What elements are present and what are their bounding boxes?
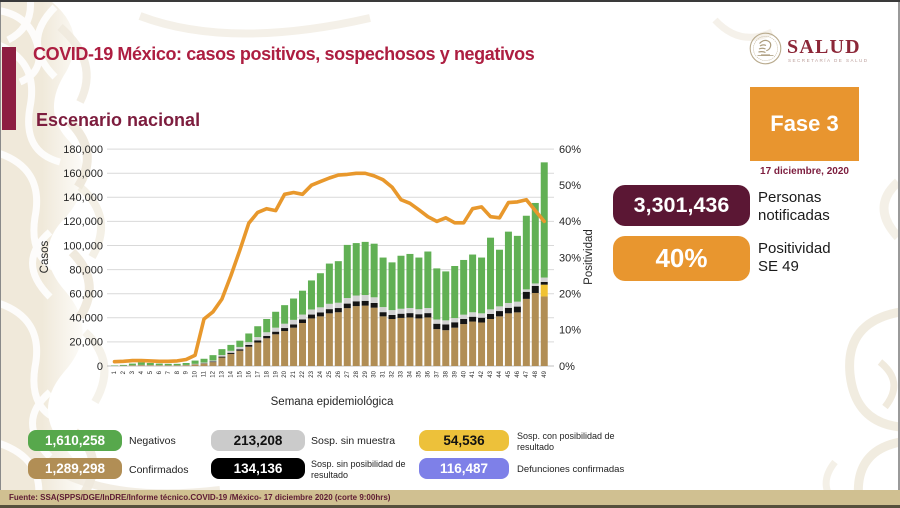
svg-text:10%: 10% (559, 325, 581, 337)
svg-text:25: 25 (327, 370, 333, 377)
svg-text:30%: 30% (559, 252, 581, 264)
svg-text:20,000: 20,000 (69, 337, 103, 349)
svg-text:44: 44 (497, 370, 503, 377)
svg-text:41: 41 (470, 370, 476, 377)
svg-text:3: 3 (130, 370, 136, 374)
svg-text:20%: 20% (559, 289, 581, 301)
svg-text:7: 7 (166, 370, 172, 374)
svg-text:40%: 40% (559, 216, 581, 228)
svg-text:24: 24 (318, 370, 324, 377)
svg-text:Semana epidemiológica: Semana epidemiológica (271, 396, 394, 408)
svg-text:28: 28 (354, 370, 360, 377)
svg-text:6: 6 (157, 370, 163, 374)
svg-text:0%: 0% (559, 361, 575, 373)
svg-text:10: 10 (193, 370, 199, 377)
svg-text:80,000: 80,000 (69, 264, 103, 276)
svg-text:13: 13 (219, 370, 225, 377)
svg-text:39: 39 (452, 370, 458, 377)
svg-text:40: 40 (461, 370, 467, 377)
svg-text:8: 8 (175, 370, 181, 374)
svg-text:60%: 60% (559, 144, 581, 156)
svg-text:27: 27 (345, 370, 351, 377)
svg-text:160,000: 160,000 (63, 168, 103, 180)
svg-text:4: 4 (139, 370, 145, 374)
svg-text:Positividad: Positividad (583, 229, 595, 285)
svg-text:31: 31 (381, 370, 387, 377)
svg-text:22: 22 (300, 370, 306, 377)
svg-text:30: 30 (372, 370, 378, 377)
svg-text:17: 17 (255, 370, 261, 377)
svg-text:12: 12 (211, 370, 217, 377)
svg-text:47: 47 (524, 370, 530, 377)
svg-text:18: 18 (264, 370, 270, 377)
svg-text:37: 37 (434, 370, 440, 377)
svg-text:1: 1 (112, 370, 118, 374)
svg-text:5: 5 (148, 370, 154, 374)
svg-text:14: 14 (228, 370, 234, 377)
svg-text:0: 0 (97, 361, 103, 373)
svg-text:Casos: Casos (39, 240, 51, 273)
svg-text:20: 20 (282, 370, 288, 377)
svg-text:16: 16 (246, 370, 252, 377)
svg-text:9: 9 (184, 370, 190, 374)
svg-text:36: 36 (425, 370, 431, 377)
svg-text:33: 33 (399, 370, 405, 377)
svg-text:32: 32 (390, 370, 396, 377)
svg-text:48: 48 (533, 370, 539, 377)
svg-text:29: 29 (363, 370, 369, 377)
svg-text:15: 15 (237, 370, 243, 377)
svg-text:50%: 50% (559, 180, 581, 192)
svg-text:60,000: 60,000 (69, 289, 103, 301)
svg-text:45: 45 (506, 370, 512, 377)
svg-text:120,000: 120,000 (63, 216, 103, 228)
svg-text:21: 21 (291, 370, 297, 377)
svg-text:46: 46 (515, 370, 521, 377)
svg-text:11: 11 (202, 370, 208, 377)
svg-text:23: 23 (309, 370, 315, 377)
svg-text:43: 43 (488, 370, 494, 377)
svg-text:34: 34 (407, 370, 413, 377)
svg-text:38: 38 (443, 370, 449, 377)
svg-text:35: 35 (416, 370, 422, 377)
svg-text:42: 42 (479, 370, 485, 377)
svg-text:100,000: 100,000 (63, 240, 103, 252)
svg-text:40,000: 40,000 (69, 313, 103, 325)
svg-text:140,000: 140,000 (63, 192, 103, 204)
svg-text:2: 2 (121, 370, 127, 374)
svg-text:180,000: 180,000 (63, 144, 103, 156)
svg-text:26: 26 (336, 370, 342, 377)
svg-text:49: 49 (542, 370, 548, 377)
svg-text:19: 19 (273, 370, 279, 377)
